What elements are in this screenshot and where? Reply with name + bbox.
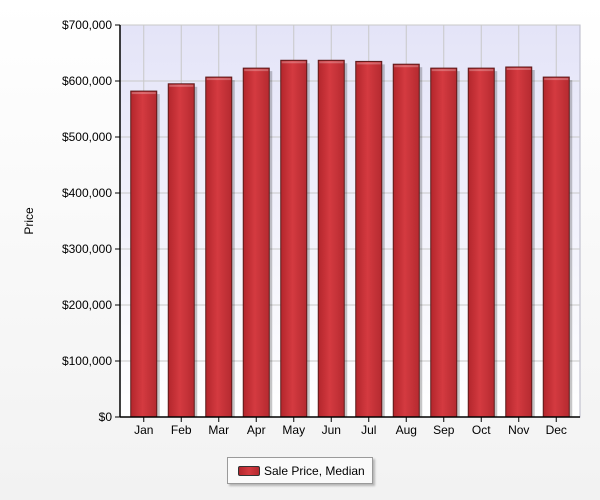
bar-highlight (319, 61, 344, 64)
x-tick-label: Jan (134, 423, 153, 437)
x-tick-label: Apr (247, 423, 266, 437)
x-tick-label: Feb (171, 423, 192, 437)
bar-highlight (206, 78, 231, 81)
bar-jun (317, 59, 345, 418)
bar-highlight (356, 62, 381, 65)
bar-highlight (244, 69, 269, 72)
bar-apr (242, 67, 270, 418)
x-tick-label: Jun (322, 423, 341, 437)
x-tick-label: Nov (508, 423, 529, 437)
bar-highlight (169, 84, 194, 87)
y-axis-title: Price (22, 207, 36, 235)
bar-jul (355, 60, 383, 418)
bar-highlight (281, 61, 306, 64)
y-tick-label: $500,000 (62, 130, 112, 144)
x-tick-label: Mar (208, 423, 229, 437)
legend: Sale Price, Median (227, 457, 373, 484)
x-tick-label: Dec (546, 423, 567, 437)
y-tick-label: $100,000 (62, 354, 112, 368)
y-tick-label: $700,000 (62, 18, 112, 32)
plot-area (119, 24, 581, 418)
bar-highlight (131, 92, 156, 95)
bar-mar (205, 76, 233, 418)
legend-swatch (238, 465, 260, 476)
bar-highlight (394, 65, 419, 68)
bar-sep (430, 67, 458, 418)
bar-dec (542, 76, 570, 418)
bar-highlight (544, 78, 569, 81)
bar-nov (505, 66, 533, 418)
x-tick-label: Sep (433, 423, 455, 437)
y-tick-label: $600,000 (62, 74, 112, 88)
x-tick-label: May (282, 423, 305, 437)
bar-jan (130, 90, 158, 418)
x-tick-label: Jul (361, 423, 376, 437)
legend-label-sale-price-median: Sale Price, Median (264, 463, 365, 478)
bar-aug (392, 63, 420, 418)
x-tick-label: Oct (472, 423, 491, 437)
y-tick-label: $400,000 (62, 186, 112, 200)
bar-highlight (506, 68, 531, 70)
y-tick-label: $0 (99, 410, 113, 424)
bar-highlight (431, 69, 456, 72)
y-tick-label: $300,000 (62, 242, 112, 256)
bar-may (280, 59, 308, 418)
y-tick-label: $200,000 (62, 298, 112, 312)
x-tick-label: Aug (396, 423, 417, 437)
bar-highlight (469, 69, 494, 72)
bar-oct (467, 67, 495, 418)
bar-feb (167, 83, 195, 418)
